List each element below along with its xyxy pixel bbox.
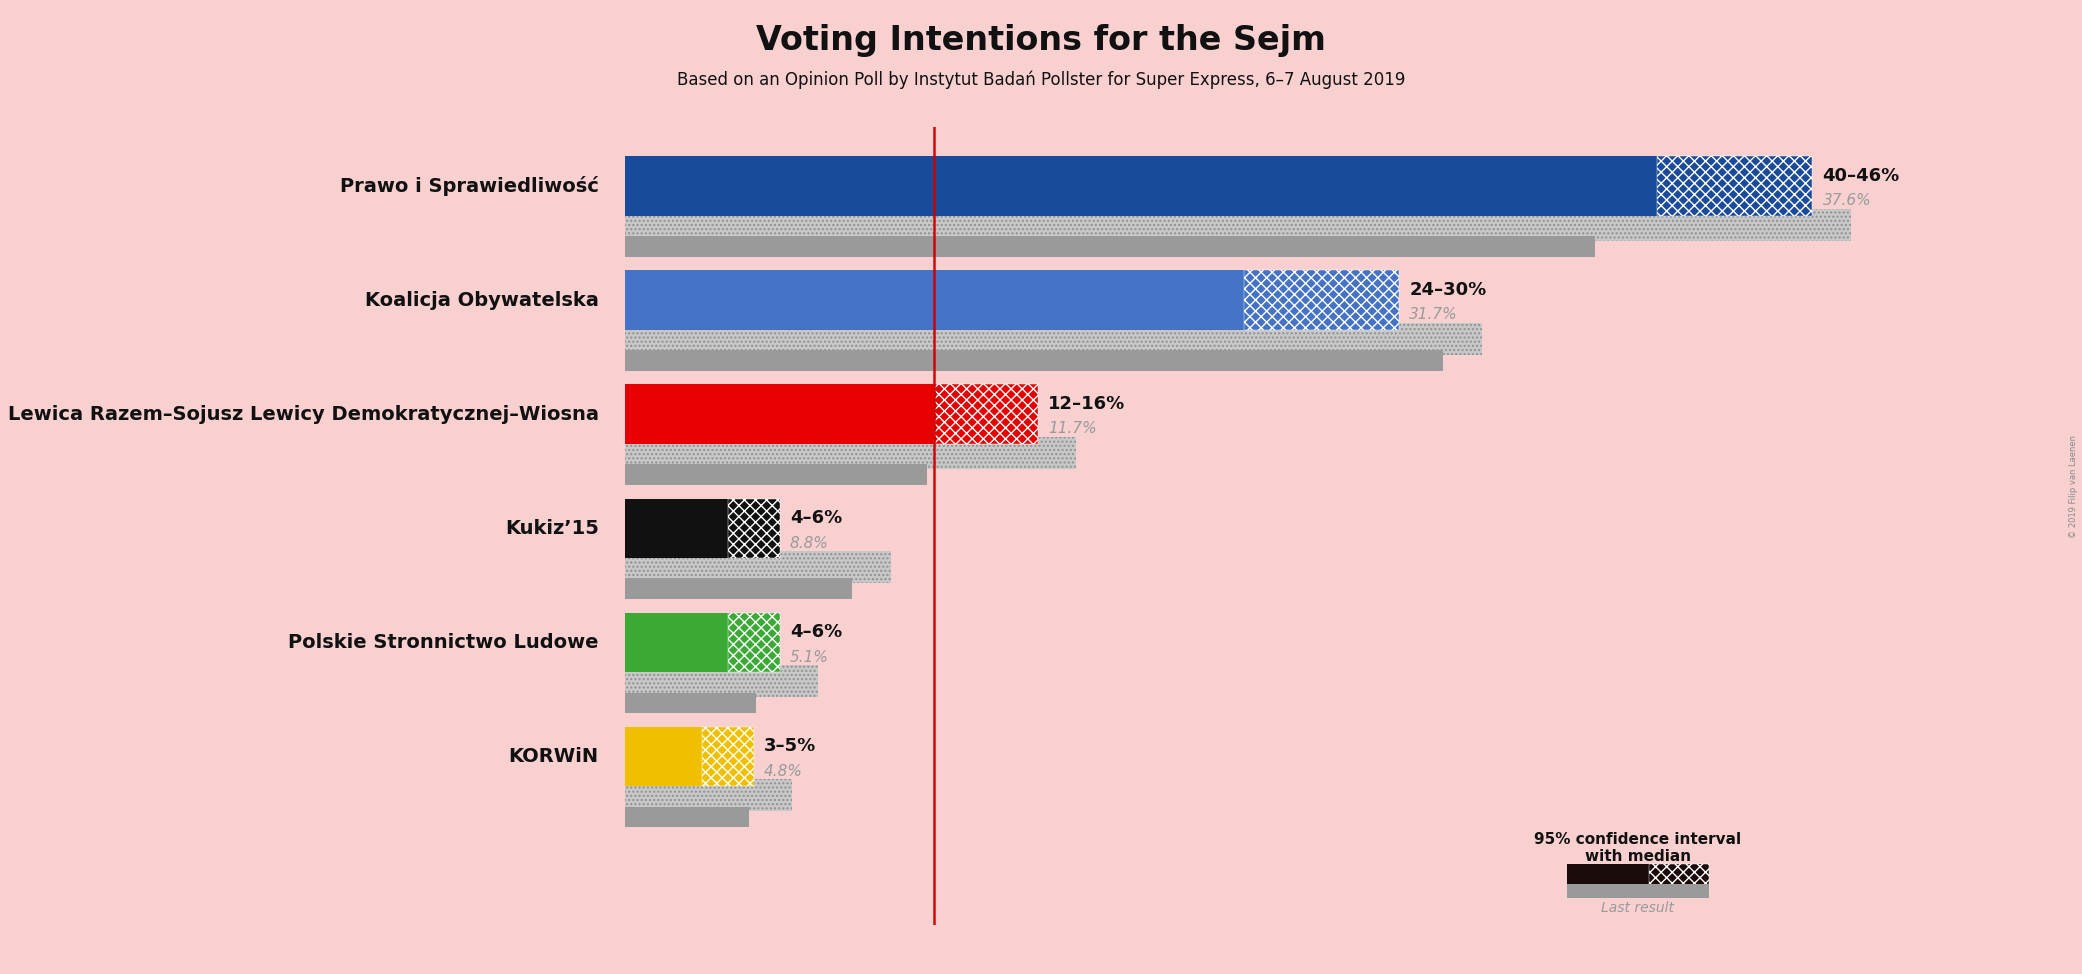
Bar — [625, 499, 729, 558]
Bar — [1568, 883, 1709, 898]
Text: Koalicja Obywatelska: Koalicja Obywatelska — [364, 290, 600, 310]
Text: KORWiN: KORWiN — [508, 747, 600, 766]
Text: 31.7%: 31.7% — [1410, 308, 1457, 322]
Bar — [625, 806, 750, 827]
Bar — [625, 271, 1245, 330]
Bar — [702, 727, 754, 786]
Text: 8.8%: 8.8% — [789, 536, 829, 550]
Bar — [625, 693, 756, 713]
Text: Last result: Last result — [1601, 901, 1674, 916]
Bar — [625, 779, 793, 811]
Bar — [625, 208, 1851, 241]
Text: Voting Intentions for the Sejm: Voting Intentions for the Sejm — [756, 24, 1326, 57]
Text: Based on an Opinion Poll by Instytut Badań Pollster for Super Express, 6–7 Augus: Based on an Opinion Poll by Instytut Bad… — [677, 70, 1405, 89]
Bar — [625, 236, 1595, 257]
Text: 3–5%: 3–5% — [764, 737, 816, 755]
Bar — [1657, 156, 1811, 215]
Text: 40–46%: 40–46% — [1822, 167, 1899, 185]
Bar — [625, 613, 729, 672]
Bar — [625, 665, 818, 697]
Text: with median: with median — [1584, 849, 1691, 864]
Text: 11.7%: 11.7% — [1047, 422, 1097, 436]
Bar — [625, 727, 702, 786]
Text: 95% confidence interval: 95% confidence interval — [1534, 832, 1741, 847]
Bar — [625, 465, 926, 485]
Text: 4.8%: 4.8% — [764, 764, 804, 779]
Bar — [625, 551, 891, 583]
Text: Prawo i Sprawiedliwość: Prawo i Sprawiedliwość — [339, 176, 600, 196]
Bar — [1245, 271, 1399, 330]
Text: Polskie Stronnictwo Ludowe: Polskie Stronnictwo Ludowe — [287, 633, 600, 652]
Bar — [625, 779, 793, 811]
Bar — [1568, 864, 1649, 891]
Text: 4–6%: 4–6% — [789, 509, 841, 527]
Bar — [1649, 864, 1709, 891]
Text: Kukiz’15: Kukiz’15 — [506, 519, 600, 538]
Bar — [625, 551, 891, 583]
Bar — [625, 665, 818, 697]
Bar — [625, 437, 1076, 468]
Bar — [935, 385, 1037, 444]
Text: Lewica Razem–Sojusz Lewicy Demokratycznej–Wiosna: Lewica Razem–Sojusz Lewicy Demokratyczne… — [8, 404, 600, 424]
Bar — [625, 351, 1443, 371]
Text: 12–16%: 12–16% — [1047, 394, 1124, 413]
Bar — [729, 499, 779, 558]
Text: 37.6%: 37.6% — [1822, 193, 1872, 208]
Bar — [625, 385, 935, 444]
Bar — [625, 156, 1657, 215]
Bar — [625, 322, 1482, 355]
Text: 4–6%: 4–6% — [789, 623, 841, 641]
Bar — [625, 437, 1076, 468]
Text: 24–30%: 24–30% — [1410, 281, 1487, 299]
Bar — [625, 208, 1851, 241]
Bar — [625, 322, 1482, 355]
Text: © 2019 Filip van Laenen: © 2019 Filip van Laenen — [2070, 435, 2078, 539]
Bar — [729, 613, 779, 672]
Bar — [625, 579, 852, 599]
Text: 5.1%: 5.1% — [789, 650, 829, 664]
